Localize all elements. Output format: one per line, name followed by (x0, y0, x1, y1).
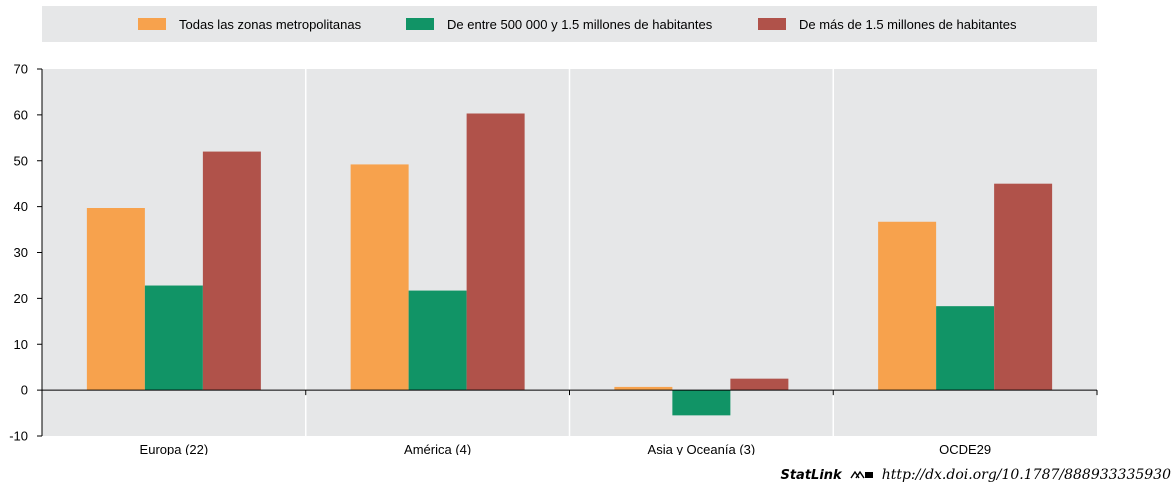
legend-item-large: De más de 1.5 millones de habitantes (758, 6, 1017, 42)
statlink-label: StatLink (780, 467, 842, 483)
ms-logo-icon (850, 470, 874, 480)
legend-label-large: De más de 1.5 millones de habitantes (799, 16, 1017, 32)
legend-swatch-mid-size (406, 18, 434, 30)
bar (350, 164, 409, 391)
bar (994, 183, 1053, 391)
y-tick-label: 30 (14, 245, 28, 260)
y-tick-label: 0 (21, 383, 28, 398)
legend-label-all-metro: Todas las zonas metropolitanas (179, 16, 362, 32)
y-tick-label: 10 (14, 337, 28, 352)
y-tick-label: 40 (14, 199, 28, 214)
x-tick-label: América (4) (404, 442, 471, 455)
statlink-footer: StatLink http://dx.doi.org/10.1787/88893… (780, 467, 1171, 483)
legend-label-mid-size: De entre 500 000 y 1.5 millones de habit… (447, 16, 713, 32)
y-tick-label: -10 (9, 429, 28, 444)
statlink-url[interactable]: http://dx.doi.org/10.1787/888933335930 (881, 467, 1171, 483)
legend-swatch-all-metro (138, 18, 166, 30)
bar (730, 378, 789, 391)
x-tick-label: Asia y Oceanía (3) (648, 442, 756, 455)
bar (466, 113, 525, 391)
x-tick-label: OCDE29 (939, 442, 991, 455)
legend-item-mid-size: De entre 500 000 y 1.5 millones de habit… (406, 6, 712, 42)
bar (144, 285, 203, 391)
bar (672, 390, 731, 416)
bar (878, 221, 937, 391)
bar (614, 386, 673, 391)
bar (202, 151, 261, 391)
y-tick-label: 20 (14, 291, 28, 306)
bar-chart: -10 0 10 20 30 40 50 60 70 Europa (22) América (4)… (9, 62, 1098, 455)
y-tick-label: 50 (14, 153, 28, 168)
legend-swatch-large (758, 18, 786, 30)
x-tick-label: Europa (22) (140, 442, 209, 455)
y-tick-label: 60 (14, 107, 28, 122)
bar (936, 306, 995, 391)
bar (408, 290, 467, 391)
legend-item-all-metro: Todas las zonas metropolitanas (138, 6, 361, 42)
y-tick-label: 70 (14, 62, 28, 77)
chart-legend: Todas las zonas metropolitanas De entre … (42, 6, 1097, 42)
bar (86, 208, 145, 391)
